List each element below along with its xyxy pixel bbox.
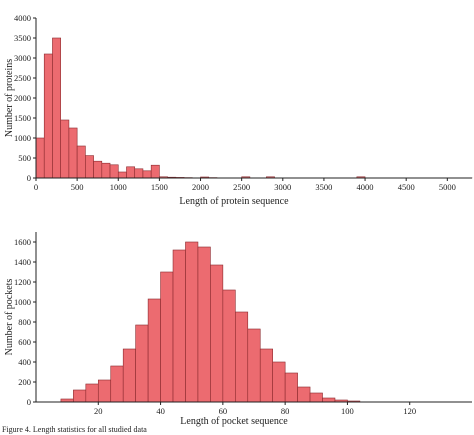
bar (272, 361, 286, 403)
y-tick-label: 1200 (14, 277, 31, 287)
y-tick-label: 1500 (14, 113, 31, 123)
x-tick-label: 80 (281, 406, 290, 416)
figure-caption: Figure 4. Length statistics for all stud… (2, 425, 147, 434)
bar (150, 164, 160, 179)
bar (284, 372, 298, 403)
y-tick-label: 400 (18, 357, 31, 367)
bar (117, 171, 127, 179)
y-tick-label: 1000 (14, 297, 31, 307)
bar (160, 271, 174, 403)
bar (97, 379, 112, 403)
bar (210, 264, 224, 403)
bar (109, 164, 119, 179)
bar (235, 311, 249, 403)
bar (147, 298, 161, 403)
bar (134, 168, 144, 179)
x-tick-label: 100 (341, 406, 354, 416)
protein-length-histogram: 0 500 1000 1500 2000 2500 3000 3500 4000 4500 5000… (4, 13, 473, 207)
bar (85, 155, 94, 179)
bar (35, 137, 45, 179)
bar (68, 127, 78, 179)
x-tick-label: 4500 (398, 182, 415, 192)
x-tick-label: 3000 (274, 182, 291, 192)
bar (93, 160, 103, 179)
bar (135, 324, 149, 403)
y-tick-label: 0 (27, 173, 31, 183)
y-tick-label: 3000 (14, 53, 31, 63)
bar (185, 241, 199, 403)
bar (101, 162, 111, 179)
bar (60, 119, 70, 179)
pocket-length-histogram: 20 40 60 80 100 12002004006008001000120014001… (4, 232, 472, 427)
x-tick-label: 120 (403, 406, 416, 416)
y-tick-label: 200 (18, 377, 31, 387)
y-tick-label: 600 (18, 337, 31, 347)
y-tick-label: 2000 (14, 93, 31, 103)
x-tick-label: 3500 (315, 182, 332, 192)
bar (73, 389, 87, 403)
bar (322, 397, 336, 403)
x-tick-label: 1000 (110, 182, 127, 192)
bar (110, 365, 124, 403)
bar (126, 166, 136, 179)
y-axis-label: Number of pockets (4, 279, 15, 356)
x-tick-label: 2000 (192, 182, 209, 192)
y-tick-label: 0 (27, 397, 31, 407)
y-tick-label: 1000 (14, 133, 31, 143)
x-tick-label: 2500 (233, 182, 250, 192)
y-tick-label: 1600 (14, 237, 31, 247)
x-tick-label: 500 (71, 182, 84, 192)
y-axis-label: Number of proteins (4, 59, 15, 137)
x-tick-label: 4000 (357, 182, 374, 192)
y-tick-label: 800 (18, 317, 31, 327)
y-tick-label: 4000 (14, 13, 31, 23)
x-axis-label: Length of pocket sequence (180, 416, 288, 427)
bar (142, 170, 152, 179)
bar (43, 53, 53, 179)
bar (309, 392, 323, 403)
x-tick-label: 60 (219, 406, 228, 416)
bar (76, 145, 86, 179)
bar (247, 328, 261, 403)
x-tick-label: 40 (156, 406, 165, 416)
y-tick-label: 1400 (14, 257, 31, 267)
x-tick-label: 0 (34, 182, 38, 192)
bar (122, 348, 136, 403)
x-tick-label: 5000 (439, 182, 456, 192)
bar (222, 289, 236, 403)
x-tick-label: 1500 (151, 182, 168, 192)
bar (297, 386, 311, 403)
x-tick-label: 20 (94, 406, 103, 416)
y-tick-label: 500 (18, 153, 31, 163)
bar (172, 249, 186, 403)
bar (85, 383, 99, 403)
x-axis-label: Length of protein sequence (179, 196, 289, 207)
y-tick-label: 2500 (14, 73, 31, 83)
bar (259, 348, 273, 403)
bar (52, 37, 61, 179)
y-tick-label: 3500 (14, 33, 31, 43)
bar (197, 246, 211, 403)
